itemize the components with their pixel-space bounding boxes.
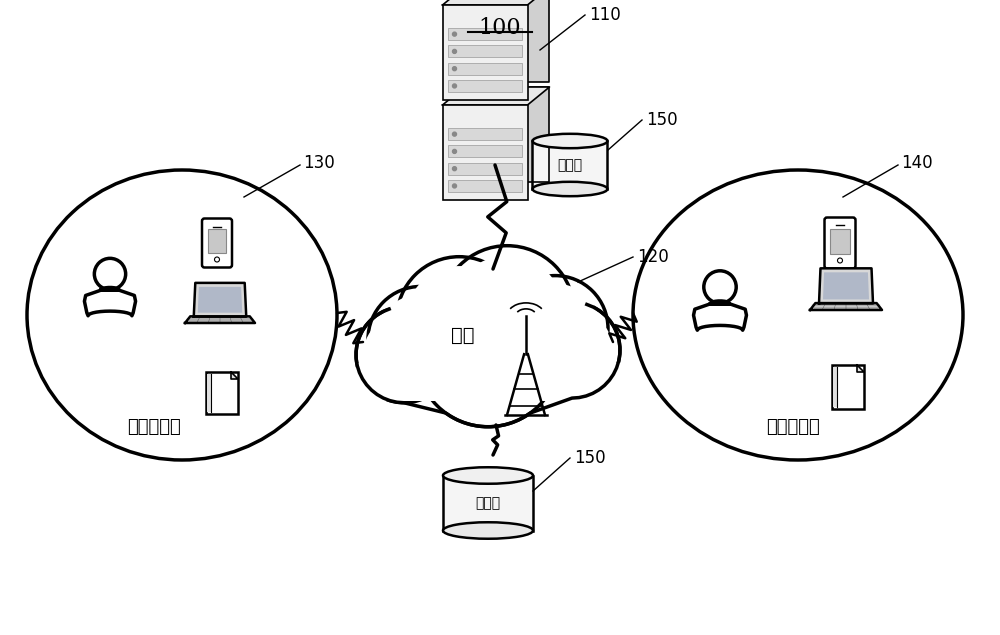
Bar [448,45,522,57]
Circle shape [376,295,466,384]
FancyBboxPatch shape [202,218,232,267]
Bar [448,145,522,157]
Circle shape [368,286,474,392]
Bar [833,367,837,407]
Ellipse shape [532,182,607,196]
Circle shape [452,149,456,154]
Bar [448,63,522,75]
Polygon shape [464,87,549,182]
Circle shape [94,258,126,290]
Text: 100: 100 [479,17,521,39]
Bar [448,80,522,92]
Circle shape [452,132,456,136]
Text: 150: 150 [646,111,678,129]
Bar [206,372,238,414]
Circle shape [406,266,512,372]
Polygon shape [819,269,873,304]
Ellipse shape [27,170,337,460]
Bar [448,180,522,192]
Bar [448,163,522,175]
Ellipse shape [532,134,607,148]
Polygon shape [194,283,246,317]
Text: 服务提供端: 服务提供端 [766,418,820,436]
Circle shape [427,293,549,416]
Polygon shape [198,287,242,312]
Circle shape [452,84,456,88]
Bar [207,374,211,412]
Circle shape [452,50,456,53]
Bar [832,365,864,409]
Circle shape [502,276,608,381]
Circle shape [356,307,452,403]
Ellipse shape [443,522,533,538]
Circle shape [704,271,736,303]
Circle shape [440,246,574,380]
FancyBboxPatch shape [824,218,856,269]
Bar [442,105,528,200]
Bar [448,28,522,40]
Text: 150: 150 [574,449,606,467]
Bar [448,128,522,140]
Circle shape [452,166,456,171]
Text: 数据库: 数据库 [475,496,501,510]
Bar [532,141,607,189]
Circle shape [416,283,560,427]
Bar [830,229,850,254]
Text: 130: 130 [303,154,335,172]
Polygon shape [231,372,238,379]
Text: 服务请求端: 服务请求端 [127,418,181,436]
Bar [443,476,533,530]
Polygon shape [84,288,136,316]
Circle shape [363,314,445,396]
Bar [208,229,226,253]
Polygon shape [823,272,869,300]
Circle shape [452,184,456,188]
Polygon shape [694,301,746,330]
Text: 数据库: 数据库 [557,158,583,172]
Polygon shape [185,316,255,323]
Polygon shape [442,87,549,105]
Polygon shape [442,0,549,5]
Text: 140: 140 [901,154,933,172]
Circle shape [452,67,456,70]
Polygon shape [464,0,549,82]
Polygon shape [810,303,882,310]
Circle shape [531,309,613,391]
Ellipse shape [633,170,963,460]
Circle shape [397,257,522,382]
Text: 网络: 网络 [451,326,475,345]
Text: 110: 110 [589,6,621,24]
Bar [442,5,528,100]
Circle shape [450,256,564,370]
Circle shape [452,32,456,36]
Text: 120: 120 [637,248,669,266]
Ellipse shape [443,467,533,484]
Polygon shape [857,365,864,372]
Circle shape [510,283,600,373]
Bar [356,363,620,401]
Circle shape [524,302,620,398]
